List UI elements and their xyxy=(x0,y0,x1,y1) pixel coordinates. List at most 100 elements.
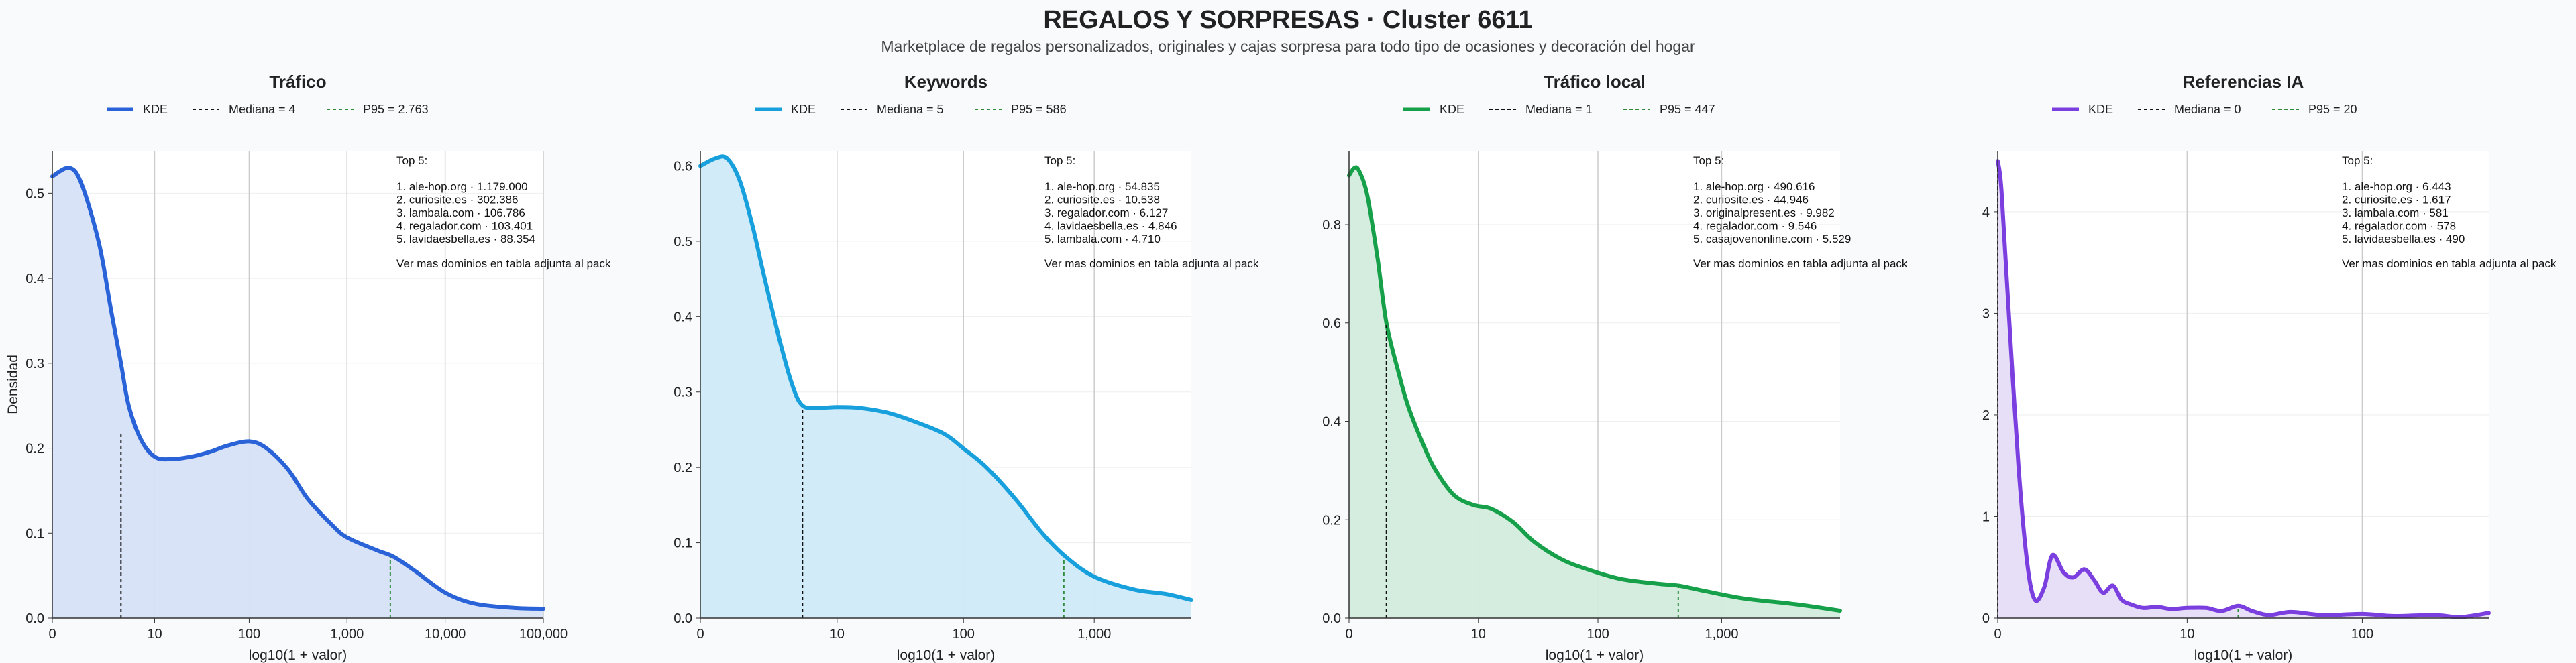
chart-panels: Tráfico KDE Mediana = 4 P95 = 2.763 0.0 0.1 0.… xyxy=(5,72,2557,663)
panel-title: Referencias IA xyxy=(2183,72,2304,92)
y-tick-label: 0 xyxy=(1982,611,1990,626)
kde-area xyxy=(700,156,1191,618)
top5-item: 3. regalador.com · 6.127 xyxy=(1044,206,1168,219)
top5-heading: Top 5: xyxy=(1044,154,1075,167)
top5-footer: Ver mas dominios en tabla adjunta al pac… xyxy=(1693,257,1908,270)
kde-line xyxy=(698,154,1193,602)
legend: KDE Mediana = 0 P95 = 20 xyxy=(2052,103,2357,116)
x-tick-label: 1,000 xyxy=(1077,627,1111,642)
top5-footer: Ver mas dominios en tabla adjunta al pac… xyxy=(2342,257,2557,270)
x-tick-label: 0 xyxy=(1994,627,2001,642)
y-tick-label: 0.6 xyxy=(1322,316,1341,331)
x-tick-label: 1,000 xyxy=(1705,627,1738,642)
top5-heading: Top 5: xyxy=(1693,154,1724,167)
legend-median-label: Mediana = 4 xyxy=(229,103,296,116)
top5-item: 3. lambala.com · 106.786 xyxy=(396,206,525,219)
top5-item: 5. lavidaesbella.es · 490 xyxy=(2342,233,2465,245)
top5-footer: Ver mas dominios en tabla adjunta al pac… xyxy=(396,257,611,270)
x-tick-label: 10 xyxy=(147,627,162,642)
y-tick-label: 0.3 xyxy=(25,357,44,371)
legend-p95-label: P95 = 2.763 xyxy=(363,103,429,116)
x-tick-label: 0 xyxy=(696,627,704,642)
y-tick-label: 0.4 xyxy=(674,310,692,324)
top5-item: 4. lavidaesbella.es · 4.846 xyxy=(1044,220,1177,233)
top5-item: 1. ale-hop.org · 6.443 xyxy=(2342,180,2451,193)
y-tick-label: 0.0 xyxy=(1322,611,1341,626)
legend-kde-label: KDE xyxy=(1440,103,1464,116)
x-tick-label: 100 xyxy=(238,627,260,642)
y-tick-label: 0.8 xyxy=(1322,218,1341,233)
y-tick-label: 4 xyxy=(1982,205,1990,220)
panel-title: Keywords xyxy=(904,72,987,92)
x-tick-label: 10,000 xyxy=(425,627,466,642)
top5-item: 4. regalador.com · 103.401 xyxy=(396,220,533,233)
top5-item: 3. lambala.com · 581 xyxy=(2342,206,2449,219)
y-tick-label: 0.2 xyxy=(1322,513,1341,528)
x-tick-label: 100 xyxy=(2351,627,2373,642)
legend-p95-label: P95 = 447 xyxy=(1660,103,1715,116)
y-tick-label: 0.0 xyxy=(674,611,692,626)
y-tick-label: 0.2 xyxy=(674,461,692,475)
kde-line xyxy=(1347,165,1842,613)
x-tick-label: 10 xyxy=(2180,627,2194,642)
y-tick-label: 0.3 xyxy=(674,385,692,400)
legend-median-label: Mediana = 5 xyxy=(877,103,944,116)
x-tick-label: 10 xyxy=(830,627,845,642)
top5-item: 3. originalpresent.es · 9.982 xyxy=(1693,206,1835,219)
panel-title: Tráfico xyxy=(269,72,326,92)
y-tick-label: 0.1 xyxy=(674,536,692,551)
top5-item: 1. ale-hop.org · 490.616 xyxy=(1693,180,1815,193)
legend: KDE Mediana = 4 P95 = 2.763 xyxy=(107,103,429,116)
x-axis-label: log10(1 + valor) xyxy=(1546,648,1644,663)
kde-area xyxy=(52,168,543,619)
chart-panel-1: Tráfico KDE Mediana = 4 P95 = 2.763 0.0 0.1 0.… xyxy=(5,72,611,663)
legend: KDE Mediana = 5 P95 = 586 xyxy=(755,103,1067,116)
y-tick-label: 0.0 xyxy=(25,611,44,626)
y-tick-label: 0.5 xyxy=(674,235,692,249)
panel-title: Tráfico local xyxy=(1544,72,1646,92)
top5-item: 4. regalador.com · 9.546 xyxy=(1693,220,1817,233)
y-tick-label: 1 xyxy=(1982,509,1990,524)
plot-area xyxy=(1998,151,2489,618)
top5-item: 5. lavidaesbella.es · 88.354 xyxy=(396,233,535,245)
top5-item: 2. curiosite.es · 44.946 xyxy=(1693,194,1809,206)
y-tick-label: 0.4 xyxy=(25,272,44,286)
y-tick-label: 0.6 xyxy=(674,159,692,174)
x-tick-label: 100 xyxy=(1587,627,1609,642)
top5-item: 4. regalador.com · 578 xyxy=(2342,220,2456,233)
y-tick-label: 2 xyxy=(1982,408,1990,423)
legend-p95-label: P95 = 20 xyxy=(2308,103,2357,116)
figure-subtitle: Marketplace de regalos personalizados, o… xyxy=(881,38,1695,55)
figure-title: REGALOS Y SORPRESAS · Cluster 6611 xyxy=(1043,6,1532,34)
y-tick-label: 0.4 xyxy=(1322,415,1341,430)
chart-panel-2: Keywords KDE Mediana = 5 P95 = 586 0.0 0.1 0.2… xyxy=(674,72,1259,663)
top5-heading: Top 5: xyxy=(2342,154,2373,167)
legend-kde-label: KDE xyxy=(2088,103,2113,116)
kde-line xyxy=(50,166,545,611)
y-tick-label: 0.1 xyxy=(25,526,44,541)
y-tick-label: 3 xyxy=(1982,306,1990,321)
x-tick-label: 10 xyxy=(1471,627,1486,642)
legend-kde-label: KDE xyxy=(791,103,816,116)
x-axis-label: log10(1 + valor) xyxy=(249,648,347,663)
legend-median-label: Mediana = 1 xyxy=(1525,103,1593,116)
chart-panel-3: Tráfico local KDE Mediana = 1 P95 = 447 0.0 0… xyxy=(1322,72,1908,663)
y-tick-label: 0.2 xyxy=(25,442,44,457)
x-tick-label: 0 xyxy=(1345,627,1352,642)
legend-kde-label: KDE xyxy=(143,103,168,116)
y-axis-label: Densidad xyxy=(5,355,21,414)
top5-item: 1. ale-hop.org · 54.835 xyxy=(1044,180,1160,193)
y-tick-label: 0.5 xyxy=(25,186,44,201)
top5-item: 5. casajovenonline.com · 5.529 xyxy=(1693,233,1851,245)
top5-item: 2. curiosite.es · 10.538 xyxy=(1044,194,1160,206)
x-tick-label: 100,000 xyxy=(519,627,568,642)
x-axis-label: log10(1 + valor) xyxy=(2194,648,2293,663)
legend: KDE Mediana = 1 P95 = 447 xyxy=(1403,103,1715,116)
kde-line xyxy=(1996,159,2491,619)
x-tick-label: 0 xyxy=(48,627,56,642)
x-tick-label: 100 xyxy=(953,627,975,642)
